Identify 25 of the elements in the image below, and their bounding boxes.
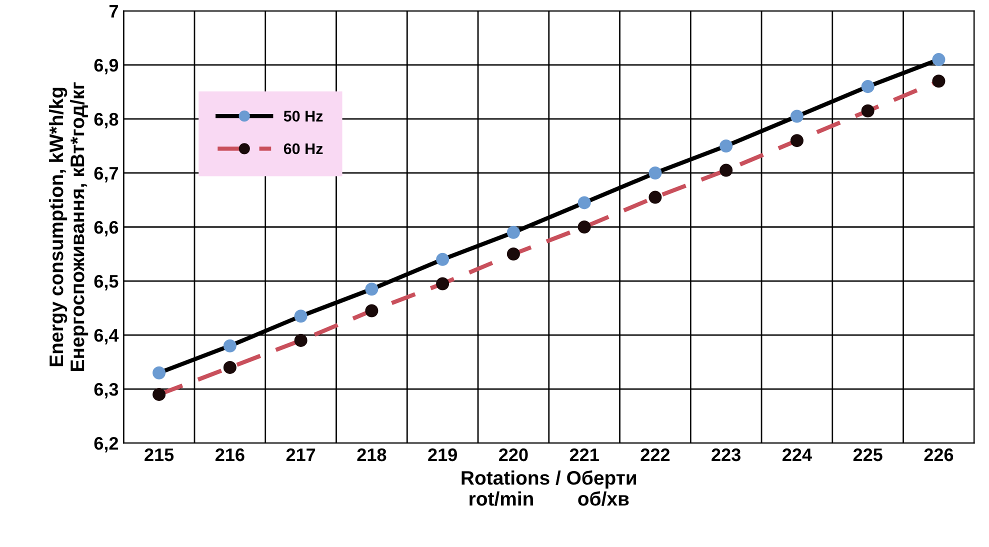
y-tick-label: 6,3 bbox=[94, 382, 118, 398]
x-tick-label: 218 bbox=[357, 448, 386, 462]
y-tick-label: 6,8 bbox=[94, 112, 118, 128]
x-tick-label: 225 bbox=[853, 448, 882, 462]
y-tick-label: 6,9 bbox=[94, 58, 118, 74]
x-tick-label: 217 bbox=[286, 448, 316, 462]
y-tick-label: 6,7 bbox=[94, 166, 118, 182]
x-tick-label: 219 bbox=[428, 448, 457, 462]
y-axis-title: Energy consumption, kW*h/kg Енергоспоживання, кВт*год/кг bbox=[48, 82, 88, 371]
x-tick-label: 221 bbox=[570, 448, 599, 462]
x-tick-label: 216 bbox=[216, 448, 244, 462]
x-axis-title: Rotations / Оберти rot/min об/хв bbox=[462, 470, 636, 506]
x-tick-label: 223 bbox=[712, 448, 740, 462]
y-tick-label: 6,5 bbox=[94, 274, 118, 290]
x-tick-label: 222 bbox=[640, 448, 670, 462]
y-tick-label: 6,2 bbox=[94, 437, 118, 452]
x-tick-label: 226 bbox=[924, 448, 954, 462]
x-tick-label: 220 bbox=[499, 448, 528, 462]
y-tick-label: 7 bbox=[110, 5, 118, 18]
x-tick-label: 215 bbox=[144, 448, 174, 462]
legend-label: 50 Hz bbox=[284, 110, 323, 122]
legend-label: 60 Hz bbox=[284, 143, 323, 154]
y-tick-label: 6,6 bbox=[94, 220, 118, 236]
y-tick-label: 6,4 bbox=[94, 328, 119, 344]
x-tick-label: 224 bbox=[782, 448, 812, 462]
